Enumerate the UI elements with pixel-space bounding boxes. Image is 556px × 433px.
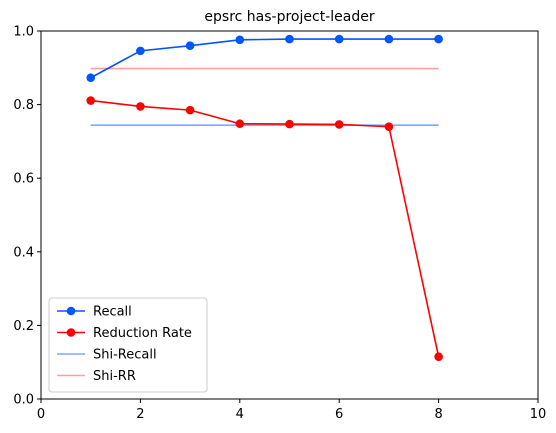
- legend-label: Reduction Rate: [93, 326, 192, 341]
- data-point-reduction-rate: [384, 122, 394, 131]
- legend-marker: [66, 306, 76, 316]
- x-tick-label: 2: [136, 407, 144, 422]
- legend-item: Shi-RR: [57, 369, 136, 384]
- legend-label: Shi-RR: [93, 369, 136, 384]
- chart-title: epsrc has-project-leader: [204, 9, 374, 25]
- legend-marker: [66, 328, 76, 337]
- data-point-reduction-rate: [285, 119, 294, 129]
- legend-item: Shi-Recall: [57, 348, 157, 363]
- x-tick-label: 4: [236, 407, 244, 422]
- series-layer: [86, 34, 443, 361]
- data-point-reduction-rate: [334, 120, 344, 129]
- data-point-recall: [185, 41, 195, 51]
- data-point-recall: [334, 34, 344, 44]
- y-tick-label: 0.6: [13, 172, 34, 187]
- data-point-recall: [384, 34, 394, 44]
- legend-label: Shi-Recall: [93, 348, 157, 363]
- y-tick-label: 1.0: [13, 25, 34, 40]
- legend: Recall Reduction Rate Shi-Recall Shi-RR: [48, 297, 208, 393]
- data-point-recall: [235, 35, 245, 45]
- y-tick-label: 0.8: [13, 98, 34, 113]
- legend-label: Recall: [93, 305, 132, 320]
- data-point-reduction-rate: [136, 102, 145, 111]
- data-point-reduction-rate: [185, 105, 195, 115]
- data-point-recall: [136, 46, 145, 56]
- legend-item: Recall: [57, 305, 132, 320]
- series-line-reduction-rate: [90, 99, 440, 357]
- series-line-recall: [90, 38, 439, 79]
- x-tick-label: 10: [530, 407, 547, 422]
- x-tick-label: 8: [434, 407, 442, 422]
- legend-item: Reduction Rate: [57, 326, 192, 341]
- y-tick-label: 0.2: [13, 319, 34, 334]
- data-point-recall: [434, 34, 443, 44]
- series-recall: [86, 34, 443, 83]
- axes: 0 2 4 6 8 10 0.0 0.2 0.4 0.6 0.8 1.0: [13, 25, 546, 423]
- x-tick-label: 6: [335, 407, 343, 422]
- y-tick-label: 0.0: [13, 393, 34, 408]
- plot-frame: [40, 30, 539, 400]
- series-reduction-rate: [86, 96, 443, 361]
- data-point-reduction-rate: [86, 96, 95, 105]
- legend-box: [48, 297, 208, 393]
- data-point-recall: [86, 73, 95, 83]
- data-point-reduction-rate: [434, 352, 443, 361]
- data-point-reduction-rate: [235, 119, 245, 129]
- data-point-recall: [285, 34, 294, 44]
- x-tick-label: 0: [37, 407, 45, 422]
- y-tick-label: 0.4: [13, 245, 34, 260]
